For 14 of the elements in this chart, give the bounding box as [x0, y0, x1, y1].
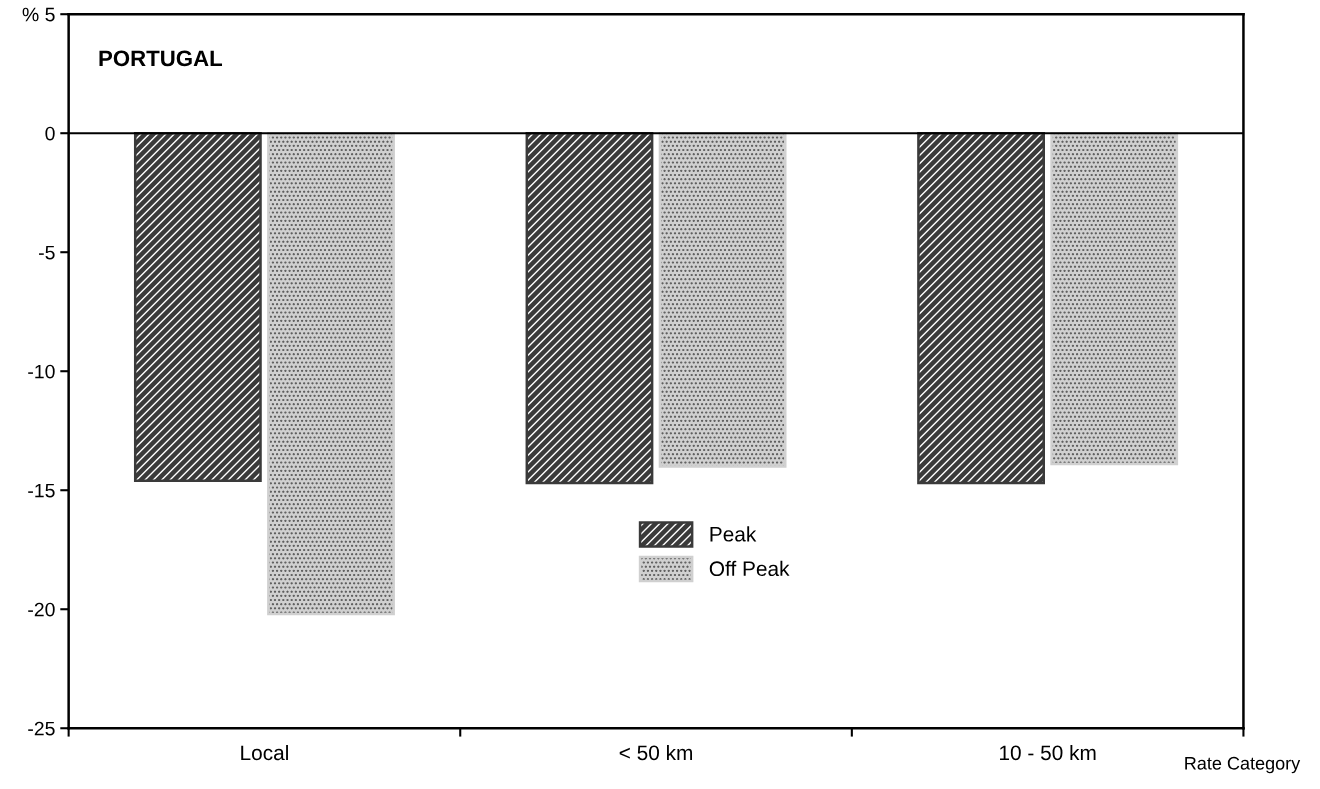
y-tick-label: -15 [28, 483, 55, 498]
y-tick-label: -20 [28, 602, 55, 617]
x-tick-label: Local [241, 744, 288, 761]
x-axis-title: Rate Category [1185, 756, 1301, 774]
y-tick-label: -5 [39, 245, 55, 260]
y-tick-label: -10 [28, 364, 55, 379]
y-tick-label: % 5 [22, 7, 55, 22]
text: PORTUGAL [99, 50, 223, 67]
x-tick-label: 10 - 50 km [1000, 744, 1096, 761]
y-tick-label: 0 [45, 126, 55, 141]
legend-label: Off Peak [709, 560, 790, 577]
legend-label: Peak [710, 526, 757, 542]
x-tick-label: < 50 km [619, 744, 693, 761]
y-tick-label: -25 [28, 721, 55, 736]
